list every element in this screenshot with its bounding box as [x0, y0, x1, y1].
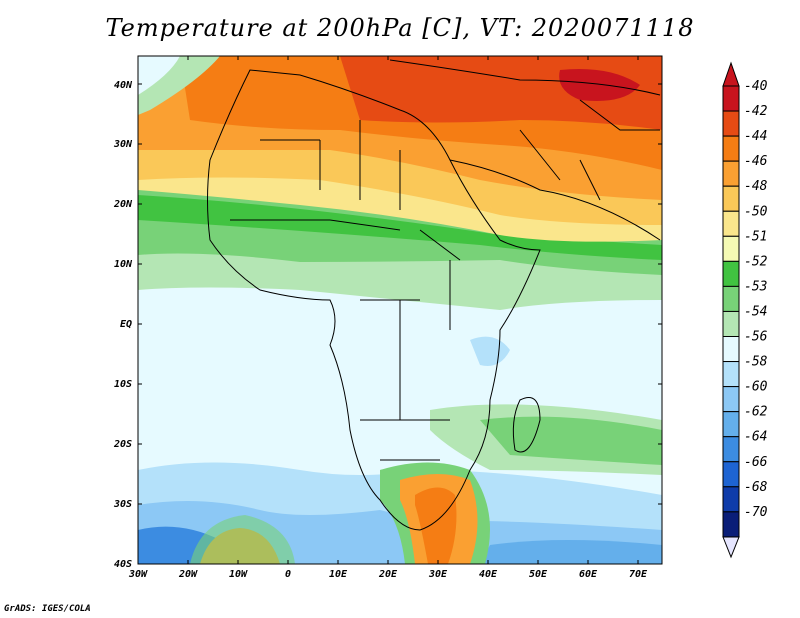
- lon-label: 30W: [128, 569, 148, 580]
- lat-label: 20S: [113, 439, 132, 450]
- colorbar-swatch: [722, 310, 740, 338]
- colorbar-label: -53: [744, 279, 767, 294]
- lat-label: 10N: [114, 259, 133, 270]
- colorbar-label: -48: [744, 179, 768, 194]
- map-title: Temperature at 200hPa [C], VT: 202007111…: [105, 14, 695, 42]
- lat-label: 40S: [114, 559, 132, 570]
- colorbar-label: -52: [744, 254, 768, 269]
- coastlines: [207, 59, 661, 531]
- lon-label: 10E: [329, 569, 348, 580]
- lon-label: 70E: [629, 569, 648, 580]
- lon-label: 60E: [579, 569, 598, 580]
- colorbar-label: -42: [744, 104, 768, 119]
- colorbar-label: -56: [744, 330, 768, 345]
- lon-label: 40E: [479, 569, 498, 580]
- colorbar-swatch: [722, 85, 740, 112]
- colorbar-swatch: [722, 185, 740, 212]
- longitude-axis: 30W 20W 10W 0 10E 20E 30E 40E 50E 60E 70…: [128, 56, 648, 580]
- colorbar-label: -66: [744, 455, 768, 470]
- colorbar-label: -70: [744, 505, 768, 520]
- colorbar-swatch: [722, 235, 740, 262]
- lon-label: 10W: [229, 569, 248, 580]
- colorbar-label: -68: [744, 480, 768, 495]
- colorbar-swatch: [722, 436, 740, 463]
- colorbar-label: -46: [744, 154, 768, 169]
- lat-label: 40N: [114, 80, 133, 91]
- colorbar-swatch: [722, 461, 740, 488]
- lon-label: 0: [285, 569, 291, 580]
- latitude-axis: 40N 30N 20N 10N EQ 10S 20S 30S 40S: [113, 80, 662, 570]
- colorbar-swatch: [722, 210, 740, 237]
- colorbar-label: -58: [744, 355, 768, 370]
- colorbar-label: -50: [744, 204, 768, 219]
- colorbar-label: -62: [744, 405, 768, 420]
- colorbar-swatch: [722, 336, 740, 363]
- colorbar: -40 -42 -44 -46 -48 -50 -51 -52 -53 -54 -56 -58 -60 -…: [722, 61, 768, 559]
- colorbar-swatch: [722, 486, 740, 513]
- colorbar-swatch: [722, 285, 740, 312]
- lon-label: 50E: [529, 569, 548, 580]
- lat-label: 30N: [113, 139, 133, 150]
- colorbar-swatch: [722, 160, 740, 187]
- colorbar-swatch: [722, 511, 740, 538]
- colorbar-label: -60: [744, 380, 768, 395]
- colorbar-label: -51: [744, 229, 767, 244]
- lon-label: 20E: [378, 569, 398, 580]
- lat-label: EQ: [120, 319, 132, 330]
- lon-label: 30E: [428, 569, 448, 580]
- colorbar-label: -54: [744, 304, 767, 319]
- lat-label: 20N: [113, 199, 133, 210]
- colorbar-label: -44: [744, 129, 767, 144]
- colorbar-bottom-arrow: [722, 536, 740, 559]
- lat-label: 30S: [113, 499, 132, 510]
- colorbar-swatch: [722, 411, 740, 438]
- colorbar-swatch: [722, 260, 740, 287]
- colorbar-swatch: [722, 361, 740, 388]
- lon-label: 20W: [178, 569, 198, 580]
- lat-label: 10S: [114, 379, 132, 390]
- footer-credit: GrADS: IGES/COLA: [4, 604, 91, 614]
- colorbar-top-arrow: [722, 61, 740, 87]
- colorbar-label: -40: [744, 79, 768, 94]
- colorbar-swatch: [722, 386, 740, 413]
- colorbar-swatch: [722, 135, 740, 162]
- colorbar-swatch: [722, 110, 740, 137]
- colorbar-label: -64: [744, 430, 767, 445]
- map-frame: [137, 55, 663, 565]
